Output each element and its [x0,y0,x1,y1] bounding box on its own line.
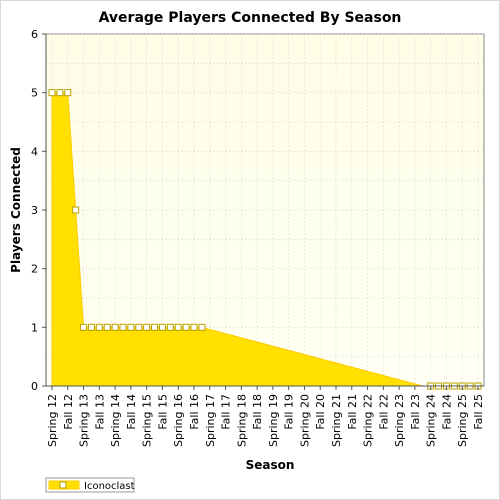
data-point-marker [64,89,72,97]
x-tick-label: Fall 21 [346,394,359,430]
x-tick-label: Spring 12 [46,394,59,447]
y-tick-label: 1 [31,321,38,334]
x-tick-label: Spring 20 [298,394,311,447]
x-tick-label: Fall 25 [472,394,485,430]
legend-marker [59,481,67,489]
data-point-marker [111,323,119,331]
x-tick-label: Spring 17 [204,394,217,447]
x-tick-label: Spring 16 [172,394,185,447]
data-point-marker [80,323,88,331]
data-point-marker [143,323,151,331]
x-tick-label: Fall 23 [409,394,422,430]
legend-label: Iconoclast [84,481,135,492]
y-tick-label: 0 [31,380,38,393]
x-tick-label: Spring 18 [235,394,248,447]
data-point-marker [190,323,198,331]
x-tick-label: Fall 16 [188,394,201,430]
x-tick-label: Spring 19 [267,394,280,447]
data-point-marker [103,323,111,331]
data-point-marker [48,89,56,97]
data-point-marker [166,323,174,331]
data-point-marker [56,89,64,97]
x-tick-label: Fall 17 [220,394,233,430]
x-tick-label: Spring 23 [393,394,406,447]
x-tick-label: Spring 25 [456,394,469,447]
data-point-marker [72,206,80,214]
x-tick-label: Fall 20 [314,394,327,430]
data-point-marker [87,323,95,331]
data-point-marker [119,323,127,331]
data-point-marker [127,323,135,331]
y-tick-label: 3 [31,204,38,217]
x-tick-label: Spring 24 [425,394,438,447]
x-tick-label: Fall 22 [377,394,390,430]
data-point-marker [151,323,159,331]
x-tick-label: Spring 15 [141,394,154,447]
data-point-marker [95,323,103,331]
x-tick-label: Fall 13 [93,394,106,430]
y-axis-label: Players Connected [9,147,23,273]
x-tick-label: Spring 22 [362,394,375,447]
chart-title: Average Players Connected By Season [99,10,402,26]
x-tick-label: Fall 19 [283,394,296,430]
legend: Iconoclast [45,477,135,493]
x-tick-label: Fall 24 [440,394,453,430]
x-tick-label: Spring 21 [330,394,343,447]
y-tick-label: 4 [31,145,38,158]
data-point-marker [174,323,182,331]
x-axis-label: Season [246,458,295,472]
data-point-marker [198,323,206,331]
x-tick-label: Fall 15 [156,394,169,430]
x-tick-label: Fall 18 [251,394,264,430]
x-tick-label: Spring 14 [109,394,122,447]
data-point-marker [135,323,143,331]
x-tick-label: Fall 12 [62,394,75,430]
data-point-marker [158,323,166,331]
x-tick-label: Fall 14 [125,394,138,430]
y-tick-label: 5 [31,87,38,100]
y-tick-label: 6 [31,28,38,41]
data-point-marker [182,323,190,331]
x-tick-label: Spring 13 [78,394,91,447]
y-tick-label: 2 [31,263,38,276]
